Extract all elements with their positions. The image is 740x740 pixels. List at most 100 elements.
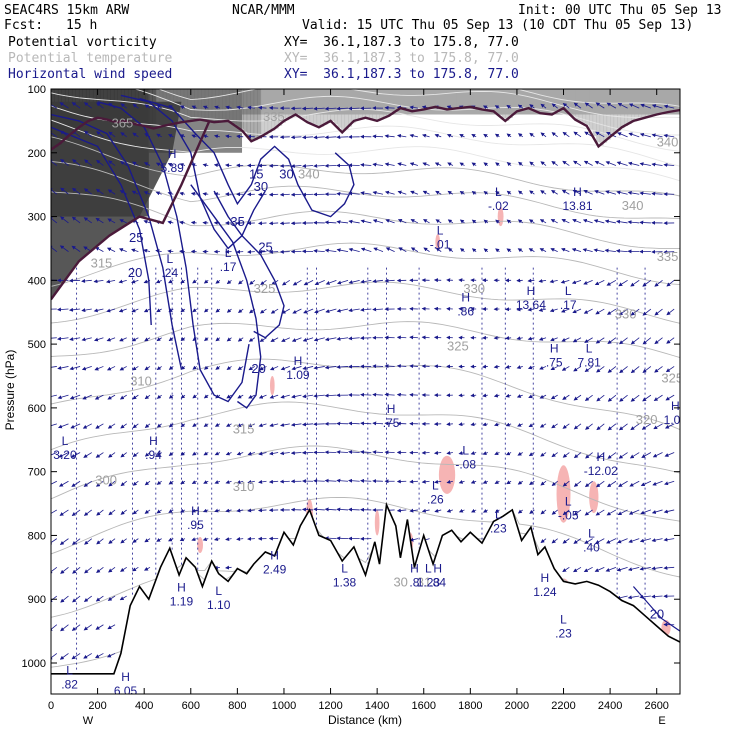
wind-vector <box>505 336 512 341</box>
wind-vector <box>95 624 104 630</box>
wind-vector <box>433 450 442 455</box>
wind-vector <box>423 247 430 252</box>
x-axis-east-label: E <box>658 715 665 727</box>
wind-vector <box>202 105 209 110</box>
wind-vector <box>642 337 652 345</box>
wind-vector <box>269 366 279 371</box>
wind-vector <box>641 452 652 458</box>
wind-vector <box>236 537 244 541</box>
wind-vector <box>605 190 617 195</box>
wind-vector <box>517 422 523 427</box>
wind-vector <box>108 452 116 458</box>
wind-vector <box>470 422 477 427</box>
tropopause-path <box>51 105 680 151</box>
pv-column <box>348 89 353 127</box>
wind-vector <box>572 189 582 195</box>
y-tick-label: 900 <box>28 594 46 606</box>
wind-vector <box>281 279 291 286</box>
wind-vector <box>495 248 500 253</box>
pv-anomaly-patch <box>197 537 204 553</box>
pv-anomaly-patch <box>438 455 456 494</box>
pv-column <box>442 89 447 109</box>
wind-vector <box>336 106 349 111</box>
wind-vector <box>435 247 442 252</box>
wind-vector <box>106 366 116 371</box>
wind-vector <box>168 509 174 513</box>
wind-vector <box>434 133 442 138</box>
pv-column <box>414 89 419 111</box>
wind-vector <box>617 538 628 544</box>
wind-vector <box>640 509 652 515</box>
pv-column <box>299 89 304 117</box>
wind-vector <box>506 133 512 138</box>
wind-vector <box>584 394 593 401</box>
pv-column <box>260 89 265 137</box>
forecast-hour: 15 h <box>66 18 98 33</box>
pv-column <box>225 89 230 122</box>
extremum-marker: H1.24 <box>533 571 557 599</box>
wind-vector <box>190 220 197 225</box>
wind-vector <box>144 509 151 514</box>
wind-vector <box>360 191 372 196</box>
wind-vector <box>257 249 267 254</box>
wind-vector <box>528 248 535 252</box>
wind-vector <box>471 219 477 224</box>
wind-vector <box>529 161 535 166</box>
wind-vector <box>191 537 197 542</box>
wind-vector <box>348 279 360 285</box>
wind-speed-contour <box>51 126 152 326</box>
wind-vector <box>71 216 81 224</box>
wind-vector <box>291 366 302 371</box>
pv-column <box>362 89 366 119</box>
pv-column <box>190 89 195 121</box>
wind-vector <box>561 337 570 342</box>
extremum-value: -12.02 <box>584 464 618 478</box>
wind-vector <box>572 337 582 343</box>
wind-vector <box>203 308 209 313</box>
wind-vector <box>459 162 465 167</box>
wind-vector <box>292 279 302 286</box>
wind-vector <box>562 452 570 458</box>
wind-vector <box>260 280 267 286</box>
wind-vector <box>639 191 651 196</box>
wind-vector <box>529 190 535 195</box>
extremum-value: .84 <box>429 575 446 589</box>
theta-label: 31 <box>417 574 431 589</box>
wind-vector <box>95 653 104 659</box>
wind-vector <box>550 394 558 400</box>
wind-vector <box>280 394 290 399</box>
wind-vector <box>573 394 582 401</box>
wind-vector <box>605 566 617 572</box>
wind-speed-contour <box>120 94 266 250</box>
wind-vector <box>360 478 372 483</box>
extremum-value: 1.19 <box>170 595 194 609</box>
extremum-kind: H <box>177 581 186 595</box>
wind-vector <box>168 134 174 138</box>
wind-vector <box>618 423 628 431</box>
wind-vector <box>663 133 675 138</box>
wind-vector <box>84 538 93 545</box>
wind-vector <box>60 216 69 224</box>
wind-vector <box>539 219 547 224</box>
pv-column <box>435 89 440 107</box>
wind-vector <box>642 280 652 287</box>
extremum-value: 1.23 <box>417 575 441 589</box>
wind-vector <box>551 160 558 166</box>
wind-vector <box>616 566 628 572</box>
x-axis-label: Distance (km) <box>328 713 402 727</box>
wind-vector <box>607 366 617 373</box>
y-axis-label: Pressure (hPa) <box>3 350 17 431</box>
wind-vector <box>313 163 325 168</box>
wind-vector <box>539 394 547 399</box>
wind-vector <box>517 451 523 456</box>
extremum-marker: H2.49 <box>263 549 287 577</box>
wind-vector <box>190 191 197 196</box>
wind-vector <box>641 423 652 430</box>
wind-vector <box>143 308 151 313</box>
wind-vector <box>192 365 197 370</box>
extremum-marker: H1.19 <box>170 581 194 609</box>
wind-vector <box>203 422 209 427</box>
extremum-kind: H <box>461 290 470 304</box>
extremum-marker: H5.89 <box>160 147 184 175</box>
wind-vector <box>619 394 628 402</box>
